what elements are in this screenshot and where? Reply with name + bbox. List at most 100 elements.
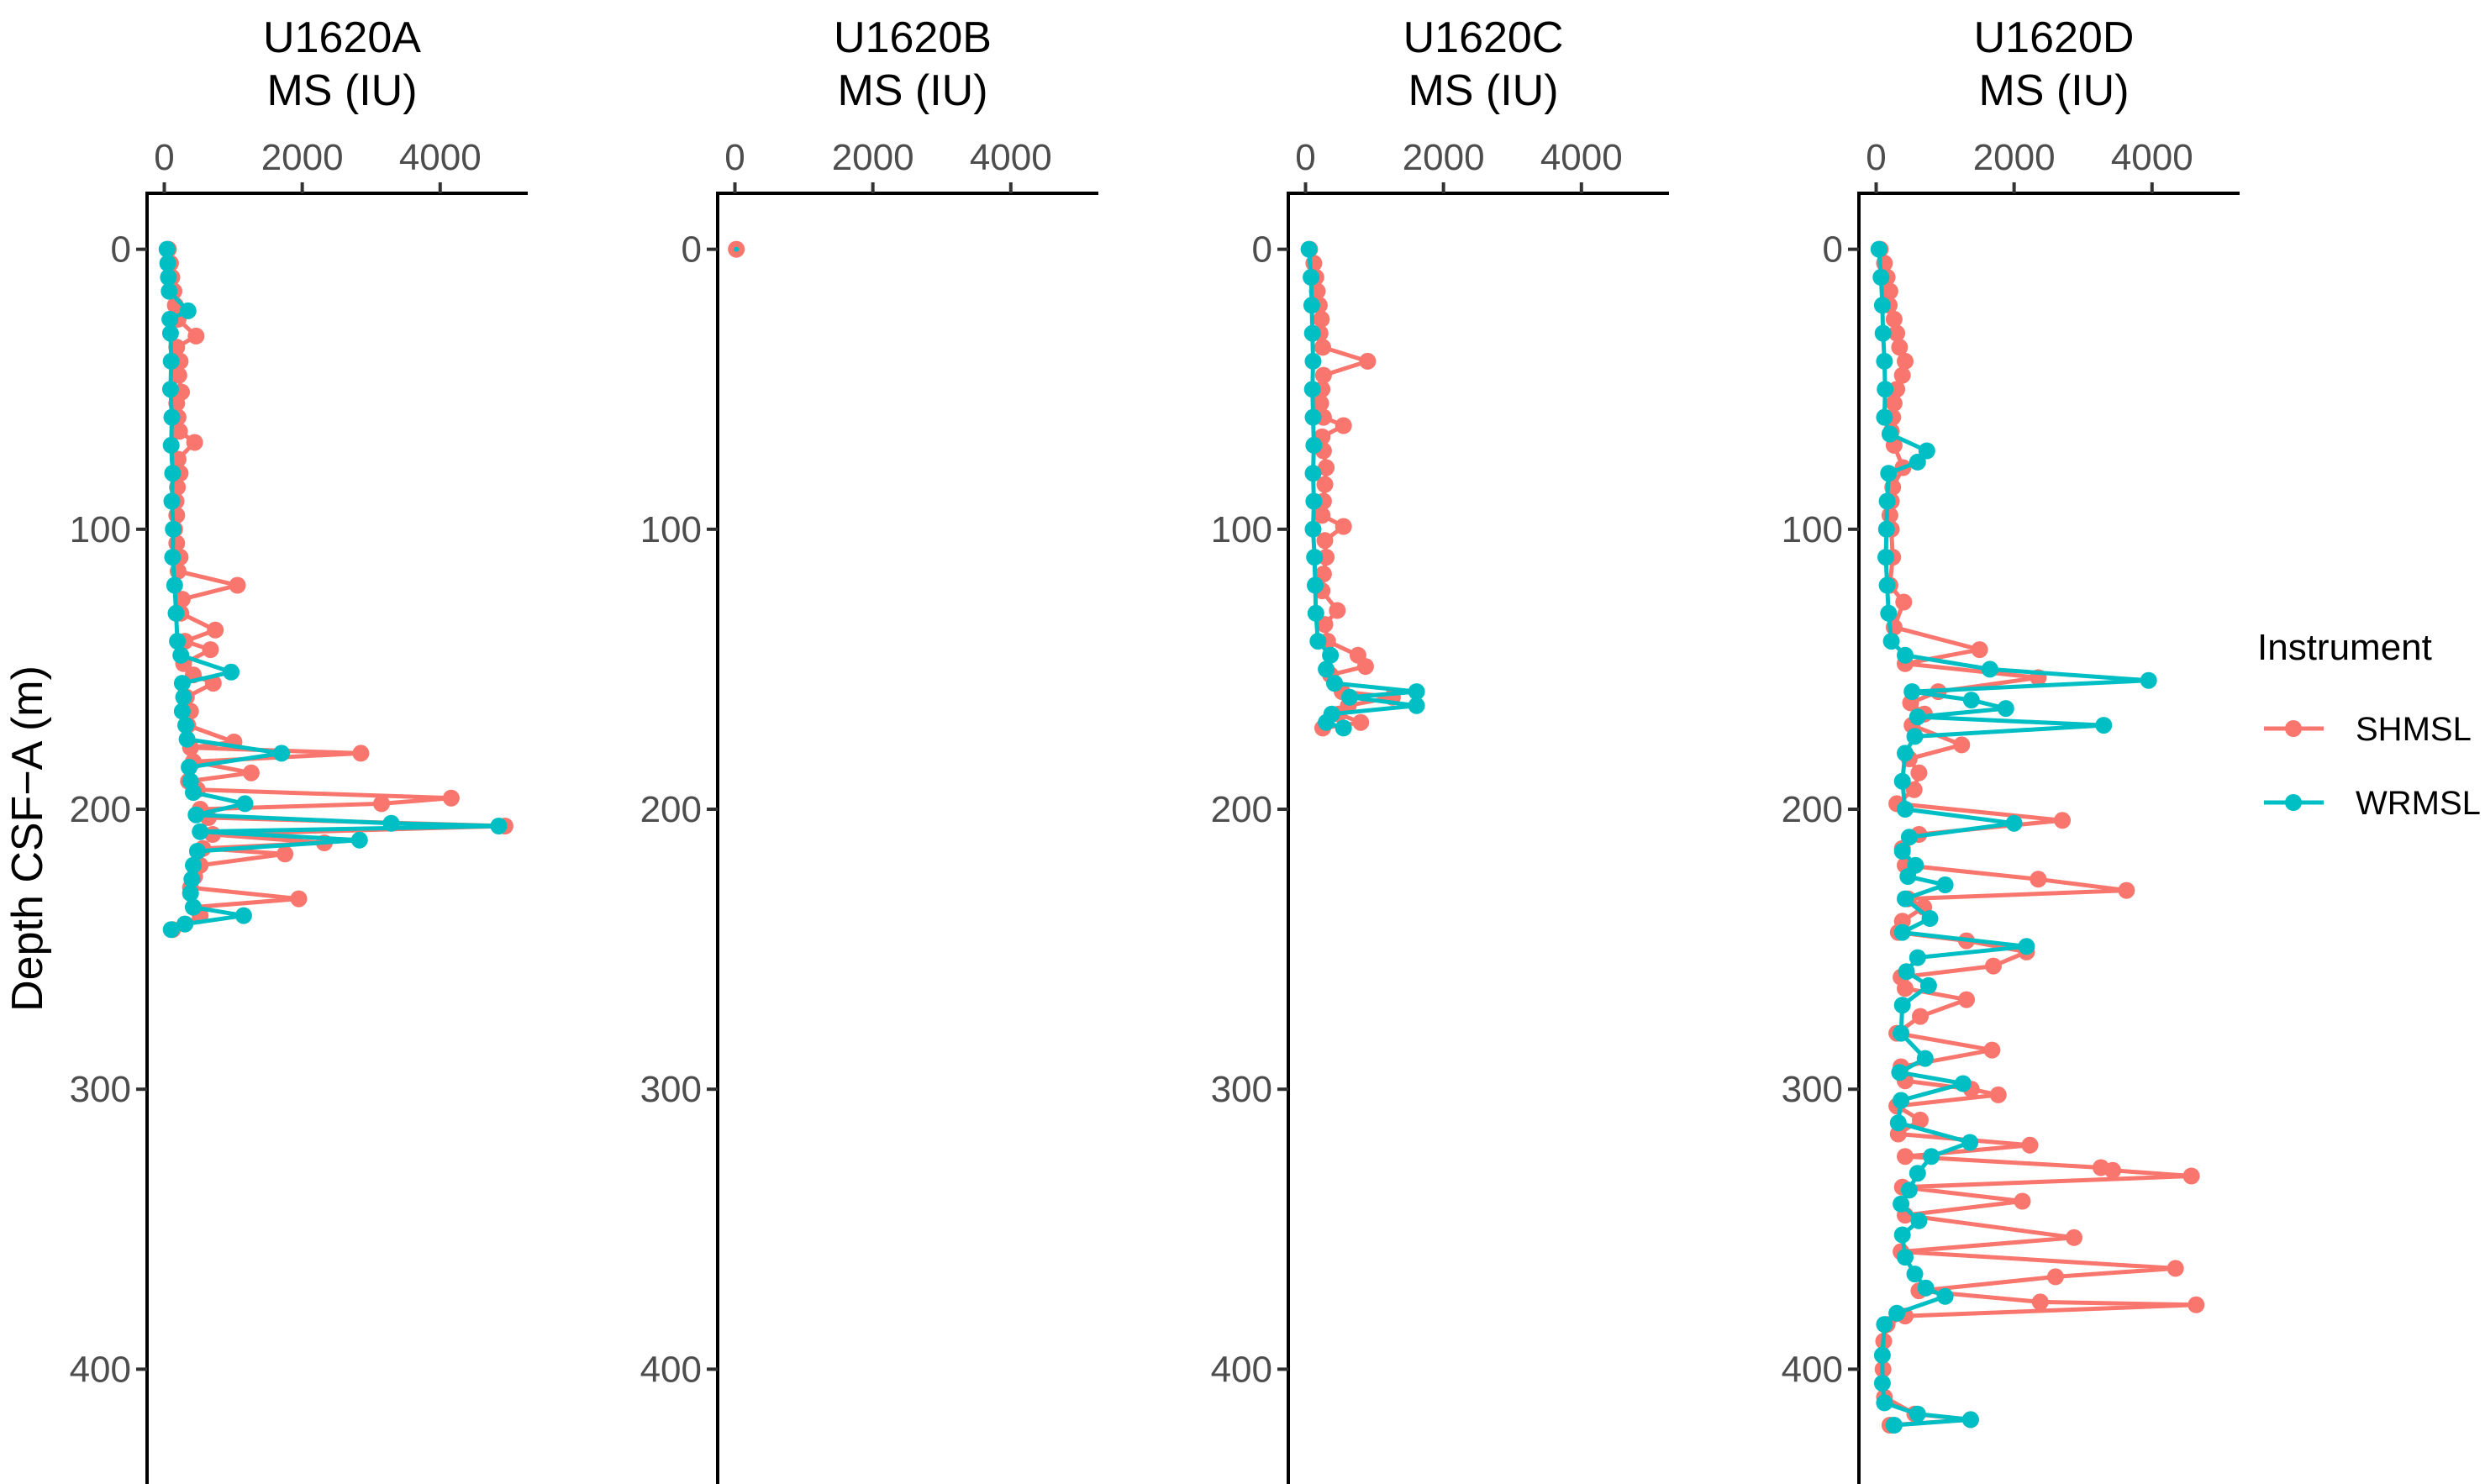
data-point: [164, 549, 182, 566]
data-point: [1877, 549, 1894, 566]
y-tick-label: 100: [1782, 509, 1843, 550]
data-point: [1897, 980, 1914, 997]
x-tick-label: 4000: [1540, 137, 1623, 178]
data-point: [1304, 408, 1322, 426]
data-point: [1909, 453, 1926, 471]
data-point: [1917, 1279, 1935, 1297]
data-point: [442, 789, 460, 807]
data-point: [1304, 520, 1322, 538]
data-point: [2005, 814, 2023, 832]
data-point: [1316, 532, 1334, 550]
data-point: [1303, 269, 1320, 286]
data-point: [223, 663, 240, 681]
y-tick-label: 200: [1782, 789, 1843, 830]
data-point: [1307, 604, 1324, 622]
data-point: [1891, 339, 1909, 356]
data-point: [1989, 1086, 2007, 1103]
data-point: [1314, 366, 1332, 384]
x-tick-label: 2000: [832, 137, 914, 178]
data-point: [1936, 1287, 1954, 1305]
x-tick-label: 4000: [2111, 137, 2193, 178]
data-point: [1921, 910, 1939, 927]
data-point: [179, 302, 197, 319]
data-point: [165, 520, 182, 538]
data-point: [1881, 425, 1898, 443]
data-point: [178, 730, 196, 748]
data-point: [2188, 1296, 2205, 1313]
data-point: [1981, 660, 1998, 678]
data-point: [1885, 310, 1903, 328]
data-point: [187, 806, 205, 824]
data-point: [170, 366, 187, 384]
data-point: [186, 434, 203, 451]
data-point: [242, 764, 260, 781]
y-tick-label: 0: [682, 229, 702, 271]
data-point: [1873, 297, 1891, 314]
x-tick-label: 2000: [261, 137, 344, 178]
data-point: [1876, 352, 1893, 370]
data-point: [1313, 310, 1330, 328]
data-point: [1895, 593, 1913, 611]
panel-title: U1620A: [263, 13, 421, 62]
data-point: [1983, 1041, 2001, 1059]
data-point: [1897, 890, 1914, 908]
legend-item-wrmsl: WRMSL: [2264, 785, 2481, 822]
data-point: [1880, 604, 1898, 622]
data-point: [1893, 772, 1911, 790]
data-point: [1316, 476, 1334, 493]
data-point: [187, 327, 205, 345]
data-point: [185, 784, 202, 801]
x-tick-label: 0: [1295, 137, 1315, 178]
data-point: [1880, 465, 1898, 482]
data-point: [1961, 1411, 1979, 1429]
data-point: [2182, 1167, 2200, 1185]
y-tick-label: 400: [1782, 1349, 1843, 1390]
data-point: [290, 890, 308, 908]
series-wrmsl: [1870, 240, 2157, 1434]
data-point: [1962, 692, 1980, 709]
data-point: [234, 907, 252, 924]
data-point: [1300, 240, 1318, 258]
data-point: [1352, 713, 1370, 731]
y-tick-label: 300: [1211, 1069, 1272, 1110]
data-point: [2030, 871, 2047, 888]
data-point: [173, 703, 191, 720]
data-point: [167, 604, 185, 622]
y-tick-label: 0: [111, 229, 131, 271]
y-tick-label: 200: [1211, 789, 1272, 830]
data-point: [1893, 1195, 1910, 1213]
data-point: [1953, 736, 1971, 754]
data-point: [229, 576, 246, 594]
data-point: [2166, 1260, 2184, 1277]
x-axis-title: MS (IU): [837, 66, 987, 115]
data-point: [1878, 492, 1896, 510]
data-point: [169, 633, 187, 650]
data-point: [1905, 781, 1923, 798]
data-point: [162, 921, 180, 939]
data-point: [1888, 324, 1906, 342]
y-tick-label: 300: [70, 1069, 131, 1110]
data-point: [1909, 949, 1926, 966]
data-point: [1304, 465, 1322, 482]
data-point: [1898, 963, 1915, 981]
data-point: [1910, 764, 1928, 781]
data-point: [1303, 297, 1320, 314]
data-point: [185, 898, 202, 916]
data-point: [1891, 1064, 1909, 1081]
data-point: [1893, 997, 1911, 1014]
data-point: [1335, 518, 1352, 535]
data-point: [1307, 576, 1324, 594]
data-point: [490, 818, 508, 834]
series-wrmsl: [158, 240, 508, 939]
data-point: [1897, 646, 1914, 664]
data-point: [1893, 1226, 1911, 1244]
data-point: [161, 310, 179, 328]
series-wrmsl: [734, 246, 740, 252]
series-wrmsl: [1300, 240, 1425, 737]
x-tick-label: 2000: [1973, 137, 2056, 178]
data-point: [161, 324, 179, 342]
data-point: [1897, 801, 1914, 818]
